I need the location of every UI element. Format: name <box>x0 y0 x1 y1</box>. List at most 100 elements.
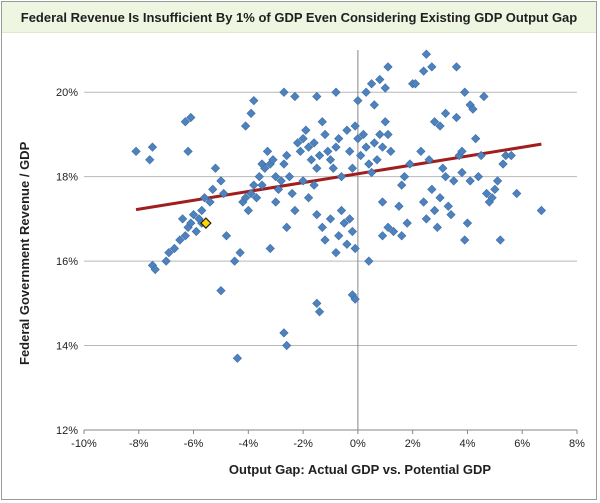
data-point <box>490 184 500 194</box>
x-tick-label: 6% <box>514 438 530 450</box>
data-point <box>375 129 385 140</box>
data-point <box>429 205 440 216</box>
data-point <box>317 117 327 127</box>
x-tick-label: -2% <box>293 438 313 450</box>
data-point <box>345 214 355 224</box>
data-point <box>273 184 284 194</box>
data-point <box>416 146 426 156</box>
data-point <box>366 79 377 89</box>
data-point <box>440 172 451 182</box>
data-point <box>246 188 256 199</box>
data-point <box>208 184 218 194</box>
data-point <box>350 294 360 304</box>
data-point <box>421 49 431 59</box>
data-point <box>314 307 325 317</box>
data-point <box>336 205 347 216</box>
data-point <box>473 172 484 182</box>
data-point <box>279 159 289 169</box>
data-point <box>492 176 503 186</box>
current-data-point <box>200 217 212 229</box>
data-point <box>339 218 349 228</box>
data-point <box>306 155 316 165</box>
data-point <box>399 172 410 182</box>
x-axis-label: Output Gap: Actual GDP vs. Potential GDP <box>228 462 492 477</box>
data-point <box>429 117 440 127</box>
data-point <box>298 134 308 144</box>
data-point <box>323 146 333 156</box>
data-point <box>536 205 547 216</box>
data-point <box>380 83 390 93</box>
data-point <box>427 184 437 194</box>
data-point <box>282 340 292 351</box>
data-point <box>331 142 341 152</box>
data-point <box>353 96 363 106</box>
data-point <box>320 235 330 245</box>
data-point <box>366 167 377 178</box>
data-point <box>449 176 459 186</box>
data-point <box>235 248 245 258</box>
data-point <box>405 159 415 169</box>
chart-title: Federal Revenue Is Insufficient By 1% of… <box>2 2 596 33</box>
y-tick-label: 12% <box>56 425 78 437</box>
data-point <box>375 74 385 85</box>
data-point <box>164 248 174 258</box>
data-point <box>347 163 358 173</box>
data-point <box>342 125 352 135</box>
data-point <box>325 214 336 224</box>
data-point <box>188 210 199 220</box>
data-point <box>377 231 388 241</box>
data-point <box>303 142 314 152</box>
data-point <box>216 176 226 186</box>
data-point <box>353 134 363 144</box>
data-point <box>361 87 371 97</box>
data-point <box>424 155 434 165</box>
data-point <box>438 163 448 173</box>
data-point <box>232 353 243 363</box>
data-point <box>487 193 497 203</box>
data-point <box>476 150 486 161</box>
data-point <box>243 205 253 216</box>
data-point <box>427 62 437 72</box>
data-points <box>131 49 547 363</box>
data-point <box>325 155 336 165</box>
data-point <box>199 193 210 203</box>
data-point <box>312 163 322 173</box>
data-point <box>345 146 355 156</box>
data-point <box>150 264 160 275</box>
data-point <box>495 235 505 245</box>
data-point <box>268 155 278 165</box>
data-point <box>462 218 473 228</box>
data-point <box>512 188 522 199</box>
data-point <box>312 210 322 220</box>
data-point <box>147 142 158 152</box>
data-point <box>460 235 470 245</box>
data-point <box>161 256 171 266</box>
data-point <box>309 180 319 190</box>
data-point <box>180 117 190 127</box>
x-tick-label: -10% <box>71 438 97 450</box>
data-point <box>364 159 374 169</box>
data-point <box>145 155 155 165</box>
data-point <box>210 163 221 173</box>
data-point <box>498 159 508 169</box>
data-point <box>276 176 286 186</box>
data-point <box>435 193 445 203</box>
data-point <box>460 87 470 97</box>
x-tick-label: -8% <box>129 438 149 450</box>
data-point <box>216 286 226 296</box>
data-point <box>328 163 338 173</box>
data-point <box>131 146 141 156</box>
data-point <box>240 193 251 203</box>
x-tick-label: 0% <box>350 438 366 450</box>
data-point <box>372 155 382 165</box>
data-point <box>364 256 374 266</box>
data-point <box>180 231 190 241</box>
data-point <box>350 121 360 131</box>
data-point <box>377 142 388 152</box>
data-point <box>320 129 330 140</box>
data-point <box>257 180 267 190</box>
data-point <box>197 205 207 216</box>
x-tick-label: 2% <box>405 438 421 450</box>
data-point <box>230 256 240 266</box>
